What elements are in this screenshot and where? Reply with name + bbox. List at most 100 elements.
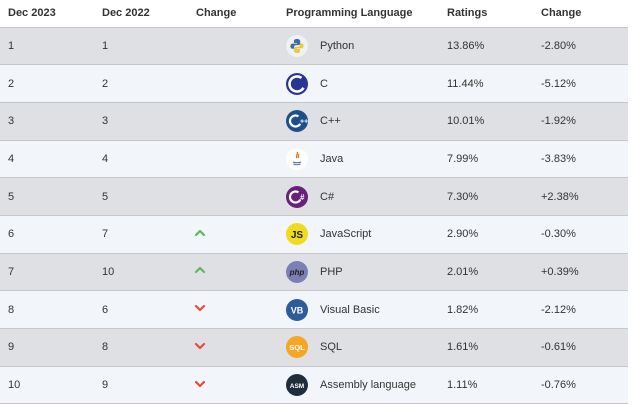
rating-value: 7.99% <box>447 152 479 165</box>
rating-value: 10.01% <box>447 115 485 128</box>
svg-text:JS: JS <box>291 230 304 241</box>
c-icon <box>286 72 308 95</box>
table-row: 8 6 VB Visual Basic 1.82% -2.12% <box>0 290 628 329</box>
table-row: 4 4 Java 7.99% -3.83% <box>0 140 628 178</box>
rank-dec-2022: 10 <box>102 265 115 278</box>
trend-up-icon <box>194 229 206 236</box>
change-value: -0.30% <box>541 228 576 241</box>
rating-value: 1.11% <box>447 379 478 392</box>
rank-dec-2023: 5 <box>8 190 15 203</box>
header-programming-language[interactable]: Programming Language <box>286 7 413 20</box>
change-value: -3.83% <box>541 152 576 165</box>
change-value: -2.12% <box>541 303 576 316</box>
change-value: -5.12% <box>541 77 576 90</box>
trend-down-icon <box>194 305 206 312</box>
change-value: -1.92% <box>541 115 576 128</box>
rank-dec-2023: 2 <box>8 77 15 90</box>
rank-dec-2023: 3 <box>8 115 15 128</box>
table-row: 7 10 php PHP 2.01% +0.39% <box>0 253 628 291</box>
language-logo-cell: VB <box>282 291 320 329</box>
svg-text:#: # <box>300 193 305 202</box>
change-value: -0.61% <box>541 341 576 354</box>
language-logo-cell: # <box>282 178 320 216</box>
language-name: C++ <box>320 115 341 128</box>
rating-value: 2.90% <box>447 228 479 241</box>
trend-cell <box>188 102 282 140</box>
trend-down-icon <box>194 342 206 349</box>
python-icon <box>286 34 308 57</box>
header-ratings[interactable]: Ratings <box>447 7 488 20</box>
rank-dec-2022: 9 <box>102 379 109 392</box>
language-logo-cell: php <box>282 253 320 291</box>
cpp-icon: ++ <box>286 110 308 133</box>
language-name: Python <box>320 39 355 52</box>
javascript-icon: JS <box>286 223 308 246</box>
header-dec-2023[interactable]: Dec 2023 <box>8 7 56 20</box>
trend-down-icon <box>194 380 206 387</box>
rank-dec-2023: 10 <box>8 379 21 392</box>
language-logo-cell <box>282 140 320 178</box>
svg-text:++: ++ <box>300 119 308 126</box>
rating-value: 1.82% <box>447 303 479 316</box>
trend-cell <box>188 140 282 178</box>
change-value: +0.39% <box>541 265 579 278</box>
svg-text:VB: VB <box>291 305 304 315</box>
csharp-icon: # <box>286 185 308 208</box>
rank-dec-2023: 4 <box>8 152 15 165</box>
assembly-icon: ASM <box>286 374 308 397</box>
trend-cell <box>188 178 282 216</box>
rank-dec-2022: 4 <box>102 152 109 165</box>
table-body: 1 1 Python 13.86% -2.80% 2 2 C 11.44% -5.12% 3 3 ++ C… <box>0 27 628 404</box>
table-row: 2 2 C 11.44% -5.12% <box>0 64 628 103</box>
trend-cell <box>188 291 282 329</box>
language-logo-cell: SQL <box>282 329 320 367</box>
language-name: C <box>320 77 328 90</box>
language-name: C# <box>320 190 335 203</box>
sql-icon: SQL <box>286 336 308 359</box>
language-name: Java <box>320 152 344 165</box>
table-row: 1 1 Python 13.86% -2.80% <box>0 27 628 65</box>
trend-cell <box>188 253 282 291</box>
header-change-percent[interactable]: Change <box>541 7 582 20</box>
language-name: PHP <box>320 265 343 278</box>
change-value: +2.38% <box>541 190 579 203</box>
rank-dec-2022: 6 <box>102 303 109 316</box>
rank-dec-2023: 9 <box>8 341 15 354</box>
header-change[interactable]: Change <box>196 7 237 20</box>
rating-value: 1.61% <box>447 341 479 354</box>
rating-value: 7.30% <box>447 190 479 203</box>
header-dec-2022[interactable]: Dec 2022 <box>102 7 150 20</box>
svg-text:ASM: ASM <box>290 383 304 390</box>
language-name: SQL <box>320 341 343 354</box>
table-row: 9 8 SQL SQL 1.61% -0.61% <box>0 328 628 367</box>
trend-cell <box>188 65 282 103</box>
rank-dec-2022: 1 <box>102 39 109 52</box>
php-icon: php <box>286 260 308 283</box>
svg-text:SQL: SQL <box>289 343 305 352</box>
rank-dec-2022: 2 <box>102 77 109 90</box>
rank-dec-2022: 8 <box>102 341 109 354</box>
trend-cell <box>188 366 282 404</box>
language-logo-cell <box>282 65 320 103</box>
svg-text:php: php <box>289 268 305 277</box>
java-icon <box>286 147 308 170</box>
trend-cell <box>188 27 282 65</box>
language-logo-cell: ASM <box>282 366 320 404</box>
language-name: Assembly language <box>320 379 417 392</box>
trend-cell <box>188 329 282 367</box>
language-logo-cell <box>282 27 320 65</box>
trend-cell <box>188 215 282 253</box>
language-logo-cell: ++ <box>282 102 320 140</box>
table-row: 3 3 ++ C++ 10.01% -1.92% <box>0 102 628 141</box>
change-value: -0.76% <box>541 379 576 392</box>
table-row: 6 7 JS JavaScript 2.90% -0.30% <box>0 215 628 254</box>
rank-dec-2023: 6 <box>8 228 15 241</box>
table-row: 5 5 # C# 7.30% +2.38% <box>0 177 628 216</box>
language-name: JavaScript <box>320 228 372 241</box>
visual-basic-icon: VB <box>286 298 308 321</box>
language-name: Visual Basic <box>320 303 380 316</box>
change-value: -2.80% <box>541 39 576 52</box>
rank-dec-2022: 3 <box>102 115 109 128</box>
rank-dec-2023: 7 <box>8 265 15 278</box>
